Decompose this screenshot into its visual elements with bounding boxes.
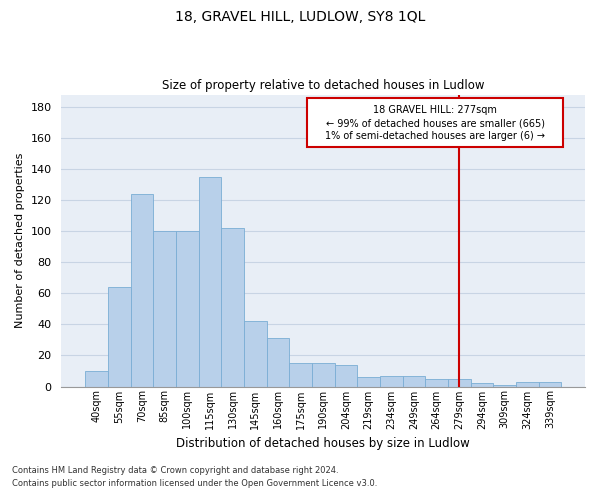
Bar bbox=[85, 371, 108, 386]
Bar bbox=[403, 376, 425, 386]
Title: Size of property relative to detached houses in Ludlow: Size of property relative to detached ho… bbox=[162, 79, 484, 92]
Bar bbox=[199, 177, 221, 386]
X-axis label: Distribution of detached houses by size in Ludlow: Distribution of detached houses by size … bbox=[176, 437, 470, 450]
Bar bbox=[289, 363, 312, 386]
Bar bbox=[335, 365, 357, 386]
FancyBboxPatch shape bbox=[307, 98, 563, 148]
Text: 18, GRAVEL HILL, LUDLOW, SY8 1QL: 18, GRAVEL HILL, LUDLOW, SY8 1QL bbox=[175, 10, 425, 24]
Bar bbox=[448, 378, 470, 386]
Bar bbox=[470, 384, 493, 386]
Bar bbox=[176, 231, 199, 386]
Bar bbox=[380, 376, 403, 386]
Text: ← 99% of detached houses are smaller (665): ← 99% of detached houses are smaller (66… bbox=[326, 118, 545, 128]
Bar bbox=[539, 382, 561, 386]
Y-axis label: Number of detached properties: Number of detached properties bbox=[15, 153, 25, 328]
Bar bbox=[244, 322, 266, 386]
Bar bbox=[312, 363, 335, 386]
Text: 18 GRAVEL HILL: 277sqm: 18 GRAVEL HILL: 277sqm bbox=[373, 105, 497, 115]
Text: 1% of semi-detached houses are larger (6) →: 1% of semi-detached houses are larger (6… bbox=[325, 132, 545, 141]
Bar bbox=[425, 378, 448, 386]
Bar bbox=[153, 231, 176, 386]
Bar bbox=[266, 338, 289, 386]
Text: Contains HM Land Registry data © Crown copyright and database right 2024.
Contai: Contains HM Land Registry data © Crown c… bbox=[12, 466, 377, 487]
Bar bbox=[516, 382, 539, 386]
Bar bbox=[357, 377, 380, 386]
Bar bbox=[221, 228, 244, 386]
Bar bbox=[493, 385, 516, 386]
Bar bbox=[131, 194, 153, 386]
Bar bbox=[108, 287, 131, 386]
